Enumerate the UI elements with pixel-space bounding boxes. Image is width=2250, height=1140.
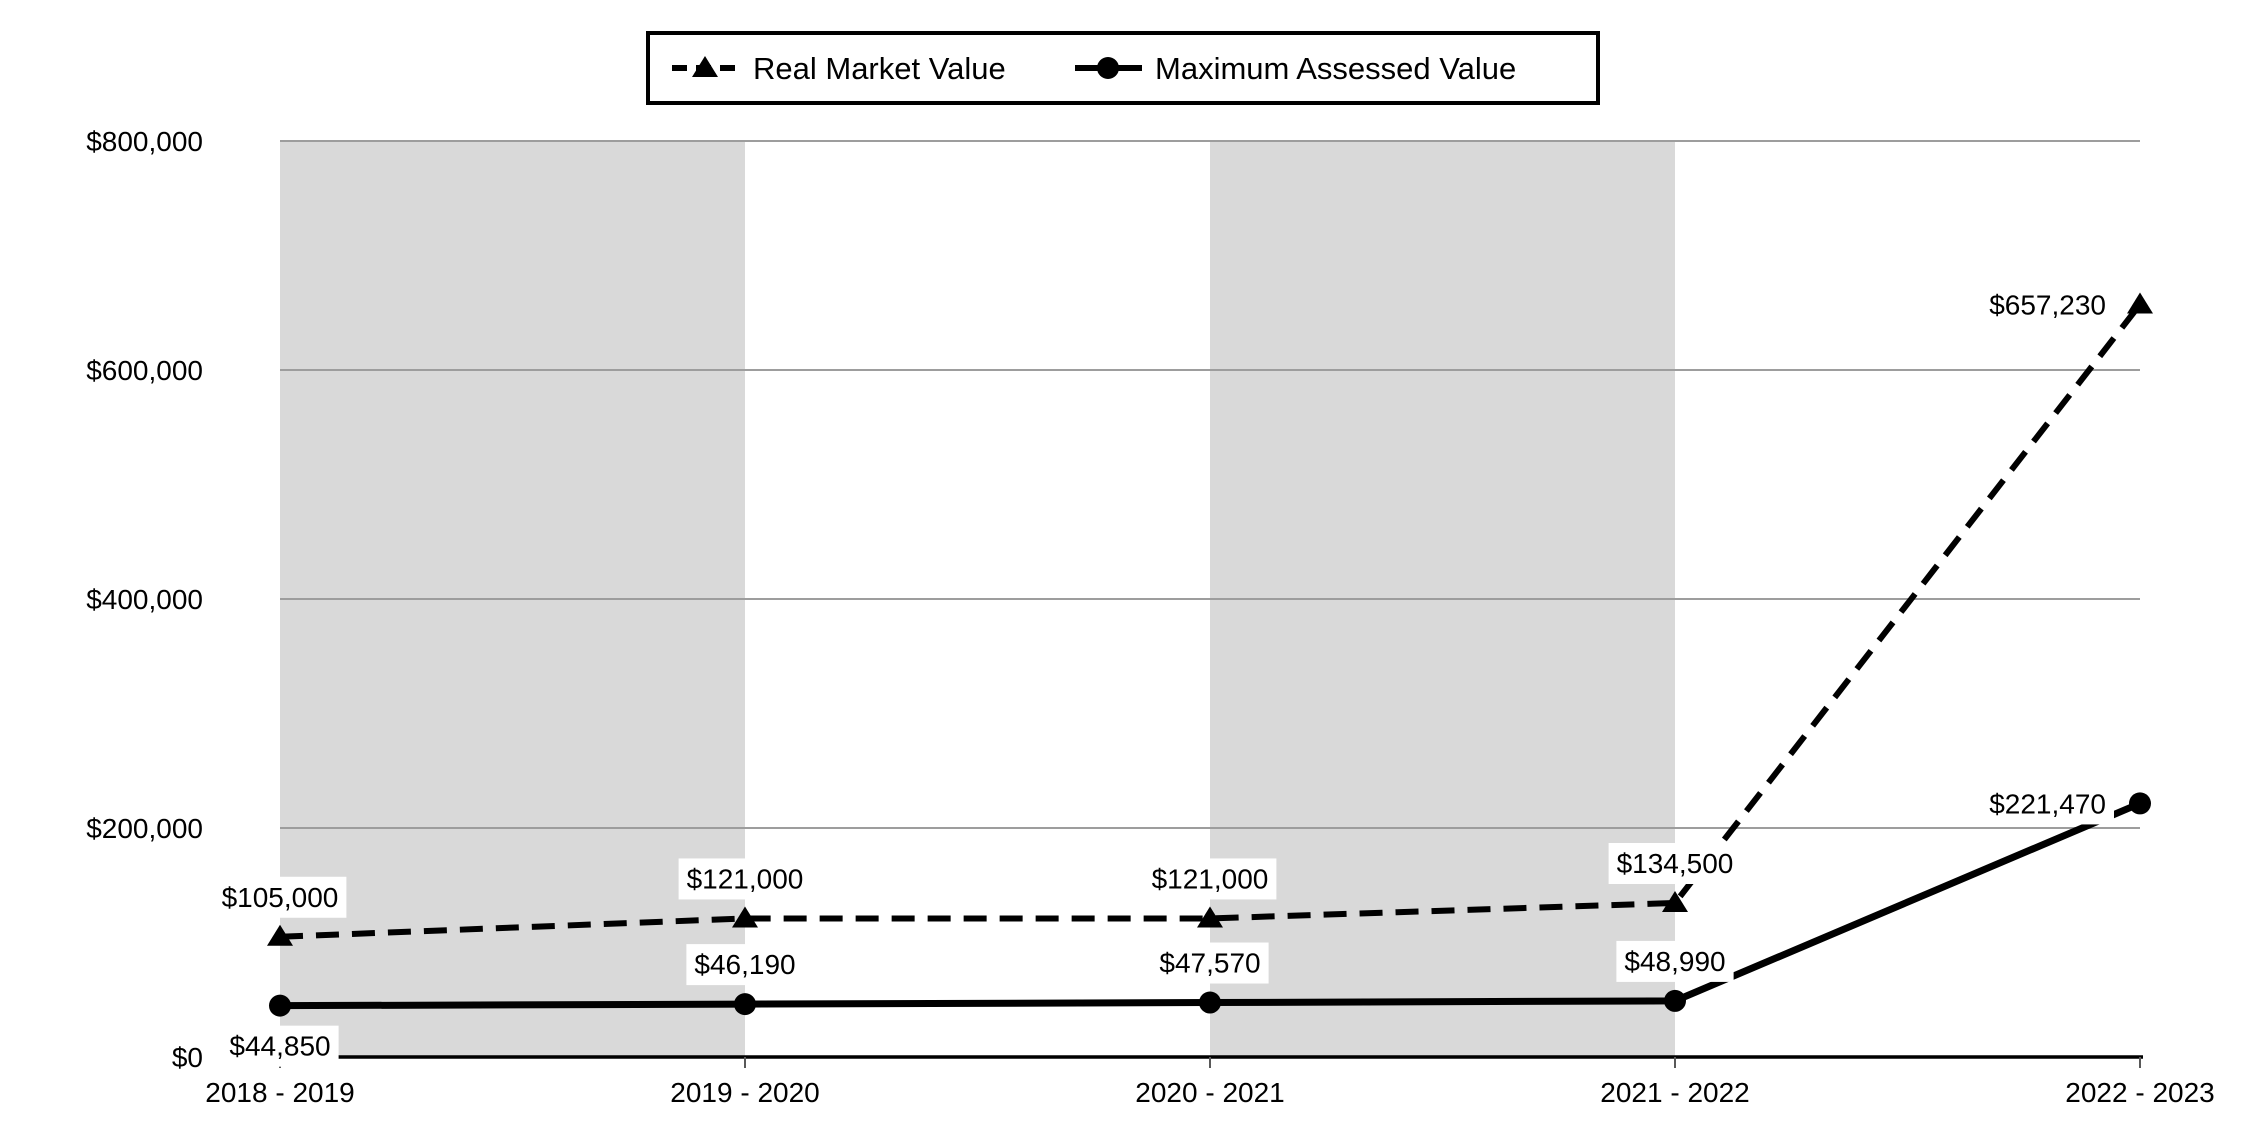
point-value-label-background: [1608, 842, 1742, 884]
circle-marker-icon: [1097, 57, 1119, 79]
x-axis-tick-label: 2022 - 2023: [2065, 1077, 2214, 1108]
point-value-label: $134,500: [1617, 848, 1734, 879]
legend: Real Market Value Maximum Assessed Value: [646, 31, 1600, 105]
y-axis-tick-label: $200,000: [86, 813, 203, 844]
y-axis-tick-label: $0: [172, 1042, 203, 1073]
point-value-label-background: [1143, 858, 1277, 900]
y-axis-tick-label: $400,000: [86, 584, 203, 615]
y-axis-tick-label: $800,000: [86, 126, 203, 157]
gridlines: [280, 140, 2140, 829]
legend-item-maximum-assessed-value: Maximum Assessed Value: [1075, 51, 1516, 86]
point-value-label: $121,000: [1152, 863, 1269, 894]
x-axis-tick-label: 2018 - 2019: [205, 1077, 354, 1108]
point-value-label: $121,000: [687, 863, 804, 894]
series-markers: [267, 292, 2153, 1017]
axis-tick-labels: $0 $200,000 $400,000 $600,000 $800,000 2018 -…: [86, 126, 2215, 1108]
point-value-label: $48,990: [1624, 946, 1725, 977]
axes: [278, 1055, 2143, 1068]
y-axis-tick-label: $600,000: [86, 355, 203, 386]
point-value-label: $105,000: [222, 882, 339, 913]
point-value-label-background: [1616, 940, 1734, 982]
legend-item-real-market-value: Real Market Value: [672, 51, 1006, 86]
x-axis-tick-label: 2019 - 2020: [670, 1077, 819, 1108]
triangle-marker-icon: [2127, 292, 2153, 314]
circle-marker-icon: [269, 994, 291, 1017]
point-value-label: $221,470: [1989, 788, 2106, 819]
point-value-label: $47,570: [1159, 948, 1260, 979]
legend-label-maximum-assessed-value: Maximum Assessed Value: [1155, 51, 1516, 86]
circle-marker-icon: [1199, 991, 1221, 1014]
circle-marker-icon: [2129, 792, 2151, 815]
line-real-market-value: [279, 302, 2143, 940]
triangle-marker-icon: [1662, 890, 1688, 912]
triangle-marker-icon: [692, 56, 718, 77]
point-value-label-background: [221, 1025, 339, 1067]
data-labels: $105,000 $121,000 $121,000 $134,500 $657,230…: [213, 284, 2114, 1067]
point-value-label-background: [1981, 783, 2114, 825]
circle-marker-icon: [1664, 989, 1686, 1012]
point-value-label: $657,230: [1989, 289, 2106, 320]
legend-label-real-market-value: Real Market Value: [753, 51, 1006, 86]
triangle-marker-icon: [267, 924, 293, 946]
circle-marker-icon: [734, 993, 756, 1016]
point-value-label-background: [1981, 284, 2114, 326]
point-value-label-background: [678, 858, 812, 900]
point-value-label-background: [213, 876, 347, 918]
triangle-marker-icon: [1197, 906, 1223, 928]
point-value-label-background: [1151, 942, 1269, 984]
point-value-label-background: [686, 944, 804, 986]
triangle-marker-icon: [732, 906, 758, 928]
x-axis-tick-label: 2020 - 2021: [1135, 1077, 1284, 1108]
point-value-label: $44,850: [229, 1031, 330, 1062]
point-value-label: $46,190: [694, 949, 795, 980]
x-axis-tick-label: 2021 - 2022: [1600, 1077, 1749, 1108]
